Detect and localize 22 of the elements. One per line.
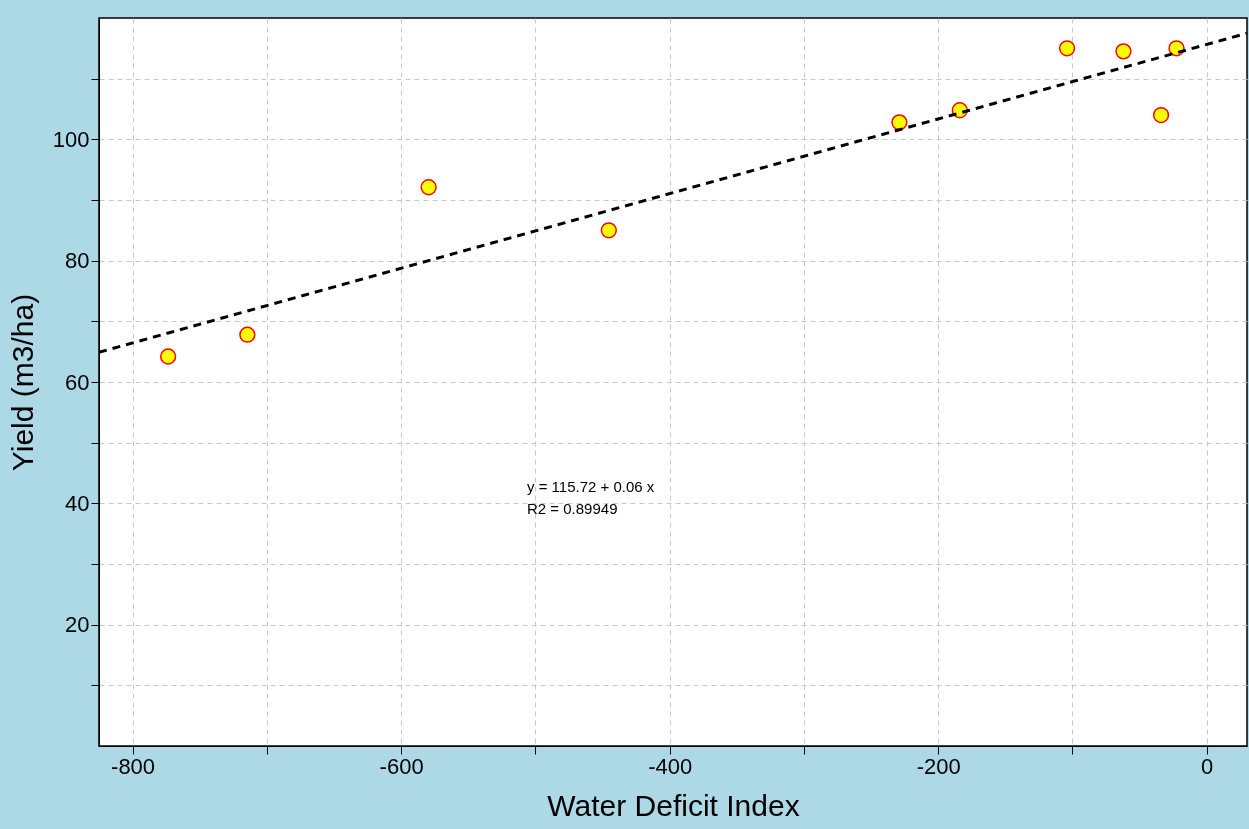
point [239, 326, 256, 343]
point [159, 348, 177, 365]
x-tick-label: -400 [648, 753, 693, 779]
y-tick-label: 20 [65, 612, 90, 638]
point [1152, 106, 1170, 124]
x-tick-label: -200 [916, 753, 961, 779]
annotation: R2 = 0.89949 [527, 500, 618, 517]
point [891, 114, 908, 131]
y-tick-label: 60 [65, 369, 90, 395]
point [420, 179, 437, 196]
annotation: y = 115.72 + 0.06 x [527, 478, 655, 495]
y-tick-label: 40 [65, 490, 90, 516]
x-tick-label: 0 [1201, 753, 1214, 779]
y-axis-title: Yield (m3/ha) [5, 293, 39, 472]
point [1115, 43, 1132, 60]
point [600, 222, 617, 239]
y-tick-label: 80 [65, 248, 90, 274]
x-axis-title: Water Deficit Index [547, 788, 800, 822]
x-tick-label: -600 [379, 753, 424, 779]
x-tick-label: -800 [111, 753, 156, 779]
point [1058, 40, 1076, 57]
y-tick-label: 100 [52, 126, 90, 152]
